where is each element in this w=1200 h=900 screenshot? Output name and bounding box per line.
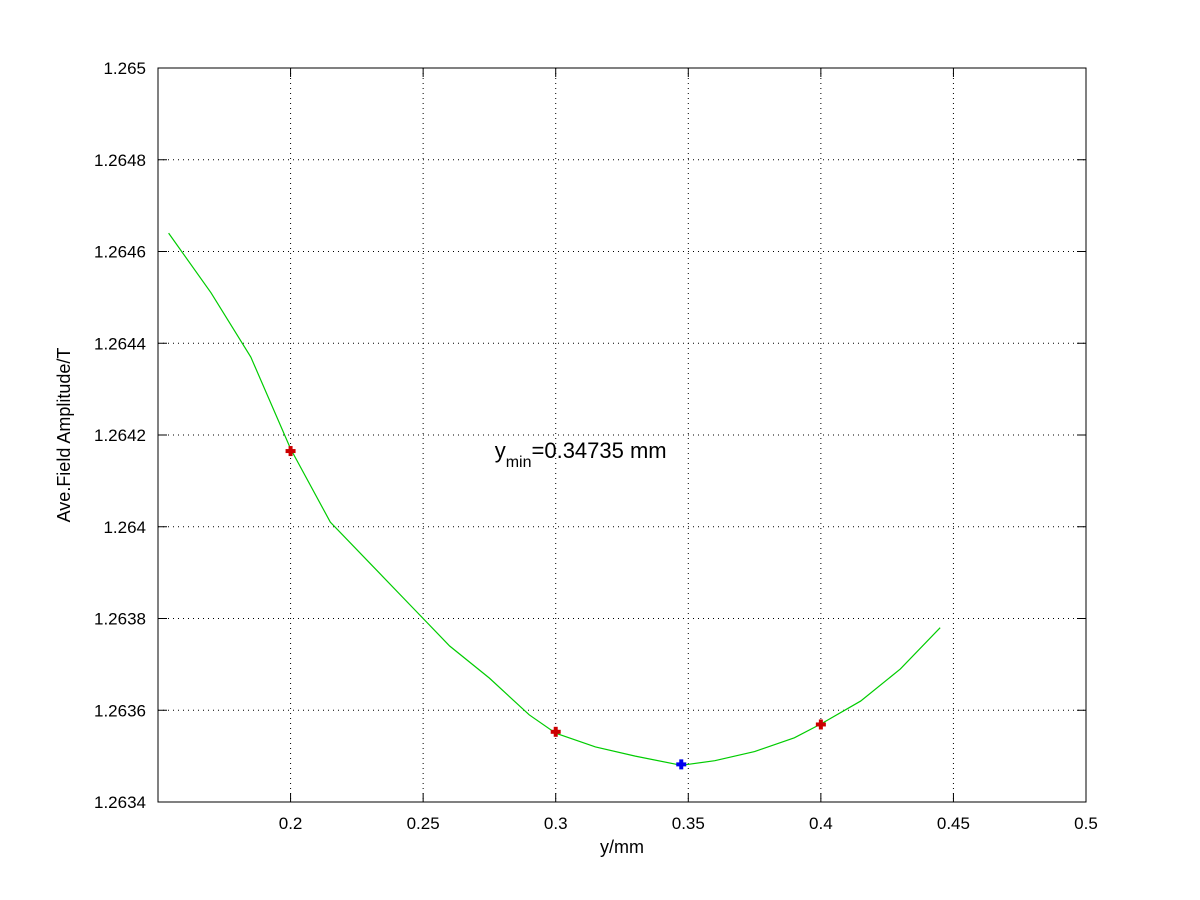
x-tick-labels: 0.2 0.25 0.3 0.35 0.4 0.45 0.5 xyxy=(279,814,1098,833)
y-tick-label: 1.2646 xyxy=(94,243,146,262)
minimum-point-marker xyxy=(676,759,687,770)
x-tick-label: 0.4 xyxy=(809,814,833,833)
data-point-marker xyxy=(550,726,561,737)
annotation-main: y xyxy=(495,438,506,463)
y-tick-label: 1.2642 xyxy=(94,426,146,445)
annotation-subscript: min xyxy=(506,454,532,471)
y-axis-label: Ave.Field Amplitude/T xyxy=(54,348,74,523)
data-markers xyxy=(285,446,826,770)
x-axis-label: y/mm xyxy=(600,837,644,857)
x-tick-label: 0.25 xyxy=(407,814,440,833)
x-tick-label: 0.2 xyxy=(279,814,303,833)
y-tick-label: 1.2644 xyxy=(94,334,146,353)
axis-ticks xyxy=(158,67,1087,803)
y-tick-label: 1.2636 xyxy=(94,701,146,720)
annotation-value: =0.34735 mm xyxy=(532,438,667,463)
y-tick-label: 1.2648 xyxy=(94,151,146,170)
y-tick-label: 1.2634 xyxy=(94,793,146,812)
y-tick-label: 1.265 xyxy=(103,59,146,78)
y-tick-label: 1.2638 xyxy=(94,610,146,629)
x-tick-label: 0.3 xyxy=(544,814,568,833)
data-point-marker xyxy=(815,719,826,730)
y-tick-label: 1.264 xyxy=(103,518,146,537)
x-tick-label: 0.35 xyxy=(672,814,705,833)
y-tick-labels: 1.2634 1.2636 1.2638 1.264 1.2642 1.2644 1.264… xyxy=(94,59,146,812)
data-point-marker xyxy=(285,446,296,457)
x-tick-label: 0.5 xyxy=(1074,814,1098,833)
min-annotation: ymin=0.34735 mm xyxy=(495,438,667,471)
x-tick-label: 0.45 xyxy=(937,814,970,833)
